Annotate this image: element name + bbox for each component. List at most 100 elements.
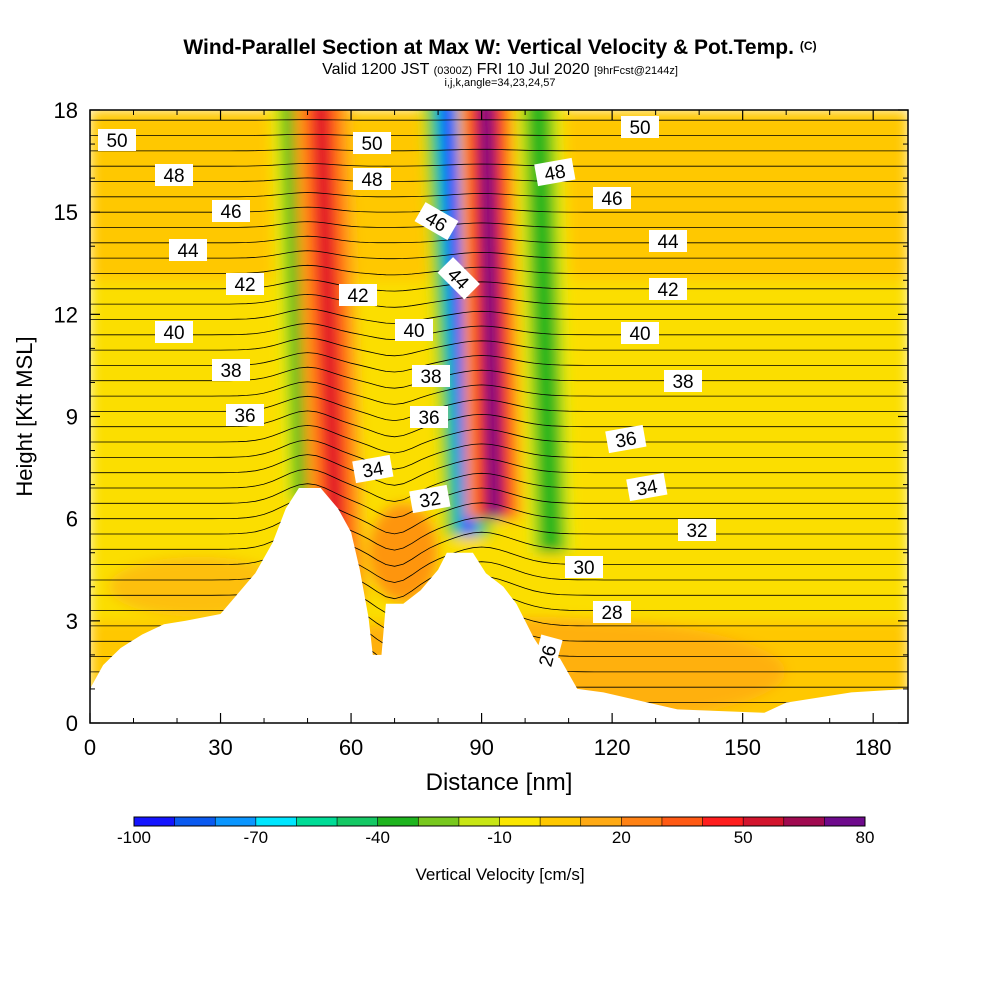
theta-label-right-10: 30 (565, 556, 603, 579)
theta-contour-8 (90, 556, 908, 600)
theta-labels: 50 48 46 44 42 40 38 36 50 48 46 44 42 40 38 36 34 32 50 48… (98, 116, 716, 677)
theta-label-mid-8-box (352, 454, 394, 484)
theta-label-left-5: 40 (155, 321, 193, 344)
theta-label-right-9-text: 32 (686, 521, 707, 542)
colorbar-tick-label-5: 50 (734, 828, 753, 847)
theta-label-left-4-box (226, 273, 264, 295)
chart-subtitle-indices: i,j,k,angle=34,23,24,57 (444, 77, 556, 89)
theta-label-right-7-text: 36 (614, 428, 638, 452)
theta-contour-30 (90, 235, 908, 244)
theta-label-left-6-box (212, 359, 250, 381)
theta-label-mid-7-box (410, 406, 448, 428)
theta-label-mid-4-box (339, 284, 377, 306)
theta-label-right-9: 32 (678, 519, 716, 542)
colorbar-segment-16 (783, 817, 825, 826)
theta-label-mid-1: 48 (353, 168, 391, 191)
title-tag: (C) (799, 39, 817, 53)
y-tick-label-6: 18 (54, 98, 78, 123)
theta-contour-11 (90, 512, 908, 551)
theta-contour-18 (90, 410, 908, 438)
theta-label-mid-6-text: 38 (420, 367, 441, 388)
downdraft-column-2-layer-4 (533, 110, 557, 553)
theta-label-left-0-box (98, 129, 136, 151)
theta-label-right-8-box (626, 472, 668, 502)
theta-label-right-5: 40 (621, 322, 659, 345)
colorbar-segment-4 (296, 817, 338, 826)
y-tick-label-2: 6 (66, 507, 78, 532)
theta-label-right-1: 48 (534, 157, 576, 187)
theta-label-mid-4: 42 (339, 284, 377, 307)
theta-label-right-11-text: 28 (601, 603, 622, 624)
x-tick-label-5: 150 (724, 735, 761, 760)
colorbar-segment-1 (174, 817, 216, 826)
theta-label-right-12-box (531, 634, 563, 677)
colorbar-segment-17 (824, 817, 866, 826)
theta-label-right-0: 50 (621, 116, 659, 139)
theta-label-right-7-box (605, 424, 647, 454)
x-tick-label-4: 120 (594, 735, 631, 760)
colorbar-tick-label-6: 80 (856, 828, 875, 847)
theta-label-right-2-text: 46 (601, 189, 622, 210)
theta-label-right-4-box (649, 278, 687, 300)
colorbar-segment-5 (337, 817, 379, 826)
y-tick-label-3: 9 (66, 405, 78, 430)
chart-subtitle: Valid 1200 JST (0300Z) FRI 10 Jul 2020 [… (322, 61, 678, 78)
theta-label-mid-0-box (353, 132, 391, 154)
theta-label-left-2: 46 (212, 200, 250, 223)
theta-contour-20 (90, 381, 908, 405)
theta-label-left-5-box (155, 321, 193, 343)
theta-contour-23 (90, 337, 908, 357)
theta-label-left-7-box (226, 404, 264, 426)
theta-label-right-11: 28 (593, 601, 631, 624)
theta-label-left-7: 36 (226, 404, 264, 427)
colorbar-segment-9 (499, 817, 541, 826)
theta-label-mid-0: 50 (353, 132, 391, 155)
theta-label-left-1: 48 (155, 164, 193, 187)
theta-label-right-8-text: 34 (635, 476, 660, 500)
colorbar-segment-0 (134, 817, 176, 826)
theta-contour-7 (90, 570, 908, 616)
y-tick-label-1: 3 (66, 609, 78, 634)
theta-contour-10 (90, 526, 908, 567)
theta-label-mid-6: 38 (412, 365, 450, 388)
theta-label-right-8: 34 (626, 472, 668, 502)
theta-label-left-6-text: 38 (220, 361, 241, 382)
theta-label-right-2-box (593, 187, 631, 209)
colorbar-segment-13 (661, 817, 704, 826)
y-tick-label-0: 0 (66, 711, 78, 736)
theta-label-mid-9-text: 32 (418, 488, 442, 512)
theta-label-mid-1-box (353, 168, 391, 190)
theta-label-right-4-text: 42 (657, 280, 678, 301)
theta-label-right-3-box (649, 230, 687, 252)
theta-label-mid-2-box (414, 202, 459, 241)
theta-label-left-0: 50 (98, 129, 136, 152)
theta-label-right-2: 46 (593, 187, 631, 210)
theta-label-mid-5-text: 40 (403, 321, 424, 342)
theta-contour-25 (90, 308, 908, 324)
colorbar-segment-11 (580, 817, 622, 826)
colorbar-label: Vertical Velocity [cm/s] (415, 865, 584, 884)
x-axis-label: Distance [nm] (426, 769, 573, 796)
theta-label-left-3-text: 44 (177, 241, 199, 262)
colorbar-tick-label-3: -10 (487, 828, 512, 847)
x-tick-label-0: 0 (84, 735, 96, 760)
colorbar-segment-15 (743, 817, 785, 826)
theta-label-left-3-box (169, 239, 207, 261)
x-tick-label-2: 60 (339, 735, 363, 760)
colorbar-tick-label-1: -70 (244, 828, 269, 847)
y-axis-label: Height [Kft MSL] (12, 336, 37, 496)
theta-label-right-3: 44 (649, 230, 687, 253)
colorbar: -100 -70 -40 -10 20 50 80 Vertical Velocity [cm… (117, 816, 875, 884)
theta-label-mid-8-text: 34 (361, 458, 386, 482)
y-tick-label-5: 15 (54, 200, 78, 225)
theta-label-left-2-box (212, 200, 250, 222)
colorbar-segment-2 (215, 817, 257, 826)
theta-label-mid-3-box (437, 257, 480, 300)
colorbar-tick-label-4: 20 (612, 828, 631, 847)
theta-contour-38 (90, 119, 908, 121)
terrain-mask (90, 488, 908, 723)
x-tick-label-6: 180 (855, 735, 892, 760)
